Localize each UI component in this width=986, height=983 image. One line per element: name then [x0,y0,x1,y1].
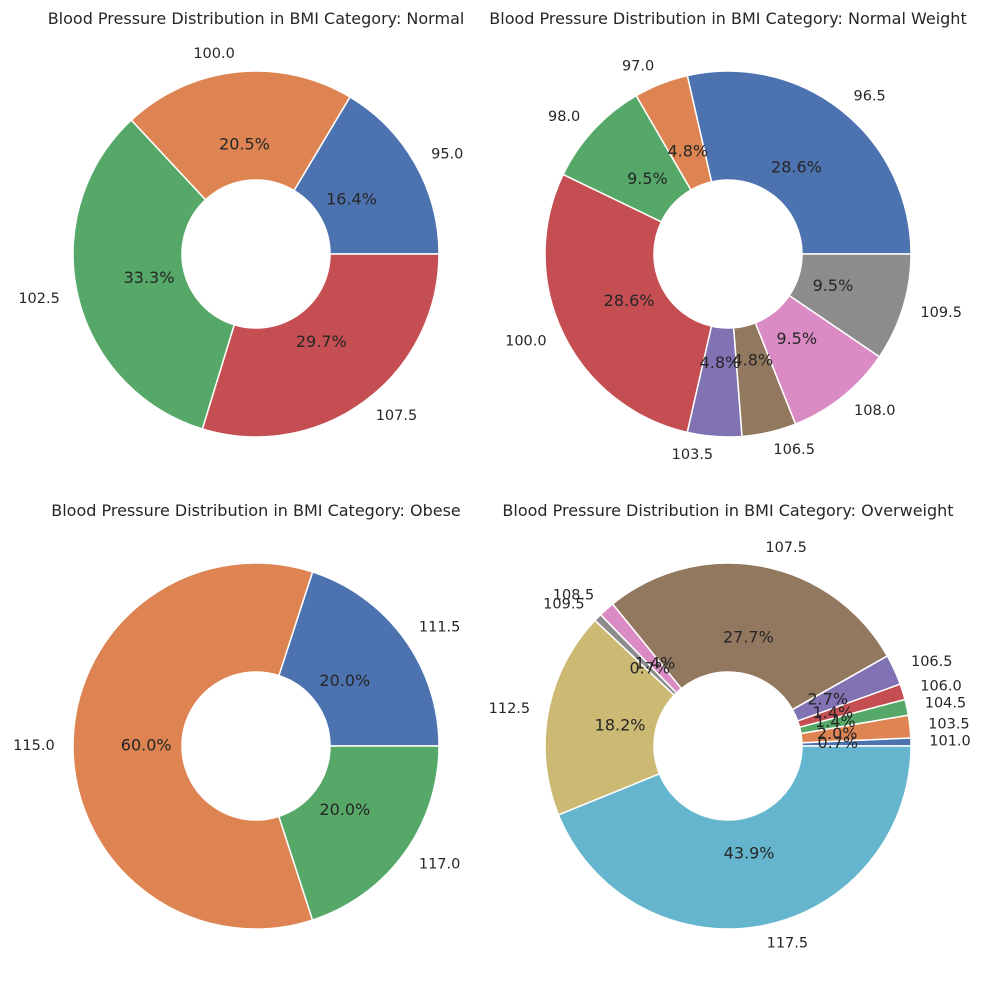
percent-label: 9.5% [813,276,854,295]
category-label: 98.0 [548,109,580,125]
category-label: 95.0 [431,147,463,163]
donut-chart-overweight: Blood Pressure Distribution in BMI Categ… [489,501,971,952]
percent-label: 29.7% [296,332,347,351]
category-label: 103.5 [928,717,970,733]
percent-label: 1.4% [815,712,856,731]
slice-115.0 [72,562,314,930]
category-label: 108.5 [553,588,595,604]
slice-95.0 [293,96,440,255]
slice-109.5 [788,253,912,358]
percent-label: 0.7% [629,658,670,677]
percent-label: 43.9% [724,843,775,862]
percent-label: 4.8% [732,350,773,369]
category-label: 117.0 [419,856,461,872]
percent-label: 0.7% [817,733,858,752]
labels: 101.0 0.7% 103.5 2.0% 104.5 1.4% 106.0 1.4% 106.… [489,540,971,951]
percent-label: 18.2% [595,715,646,734]
category-label: 109.5 [543,597,585,613]
labels: 96.5 28.6% 97.0 4.8% 98.0 9.5% 100.0 28.6% 103.5… [505,59,962,463]
chart-title: Blood Pressure Distribution in BMI Categ… [502,501,953,520]
category-label: 109.5 [920,305,962,321]
percent-label: 60.0% [121,736,172,755]
category-label: 104.5 [925,695,967,711]
chart-title: Blood Pressure Distribution in BMI Categ… [48,9,465,28]
slice-100.0 [544,173,713,434]
category-label: 101.0 [929,734,971,750]
slice-107.5 [201,253,440,438]
percent-label: 33.3% [124,268,175,287]
slices [544,70,912,438]
category-label: 102.5 [18,291,60,307]
percent-label: 2.0% [817,724,858,743]
labels: 111.5 20.0% 115.0 60.0% 117.0 20.0% [13,620,460,873]
slice-112.5 [544,619,675,816]
category-label: 97.0 [622,59,654,75]
donut-chart-obese: Blood Pressure Distribution in BMI Categ… [13,501,461,930]
percent-label: 28.6% [771,158,822,177]
category-label: 103.5 [672,447,714,463]
category-label: 106.5 [911,654,953,670]
category-label: 108.0 [854,403,896,419]
percent-label: 2.7% [807,690,848,709]
category-label: 100.0 [193,46,235,62]
category-label: 115.0 [13,738,55,754]
category-label: 112.5 [489,701,531,717]
percent-label: 20.0% [319,800,370,819]
labels: 95.0 16.4% 100.0 20.5% 102.5 33.3% 107.5 29.7% [18,46,463,424]
percent-label: 27.7% [723,628,774,647]
slice-102.5 [72,119,236,430]
percent-label: 4.8% [700,353,741,372]
percent-label: 9.5% [627,169,668,188]
slice-117.5 [557,745,912,930]
donut-chart-normal: Blood Pressure Distribution in BMI Categ… [18,9,465,438]
percent-label: 1.4% [635,653,676,672]
category-label: 106.0 [920,678,962,694]
percent-label: 1.4% [813,703,854,722]
chart-title: Blood Pressure Distribution in BMI Categ… [51,501,461,520]
slice-117.0 [278,745,440,921]
percent-label: 9.5% [776,329,817,348]
category-label: 100.0 [505,333,547,349]
category-label: 107.5 [376,408,418,424]
category-label: 96.5 [854,89,886,105]
percent-label: 16.4% [326,189,377,208]
slice-100.0 [130,70,351,201]
category-label: 106.5 [773,442,815,458]
slices [72,70,440,438]
category-label: 107.5 [765,540,807,556]
slice-96.5 [686,70,912,255]
percent-label: 20.5% [219,134,270,153]
percent-label: 20.0% [319,671,370,690]
slice-107.5 [611,562,889,711]
category-label: 117.5 [767,936,809,952]
chart-title: Blood Pressure Distribution in BMI Categ… [489,9,966,28]
slices [544,562,912,930]
donut-chart-normal-weight: Blood Pressure Distribution in BMI Categ… [489,9,966,463]
percent-label: 28.6% [604,291,655,310]
category-label: 111.5 [419,620,461,636]
slice-111.5 [278,571,440,747]
slices [72,562,440,930]
percent-label: 4.8% [667,141,708,160]
